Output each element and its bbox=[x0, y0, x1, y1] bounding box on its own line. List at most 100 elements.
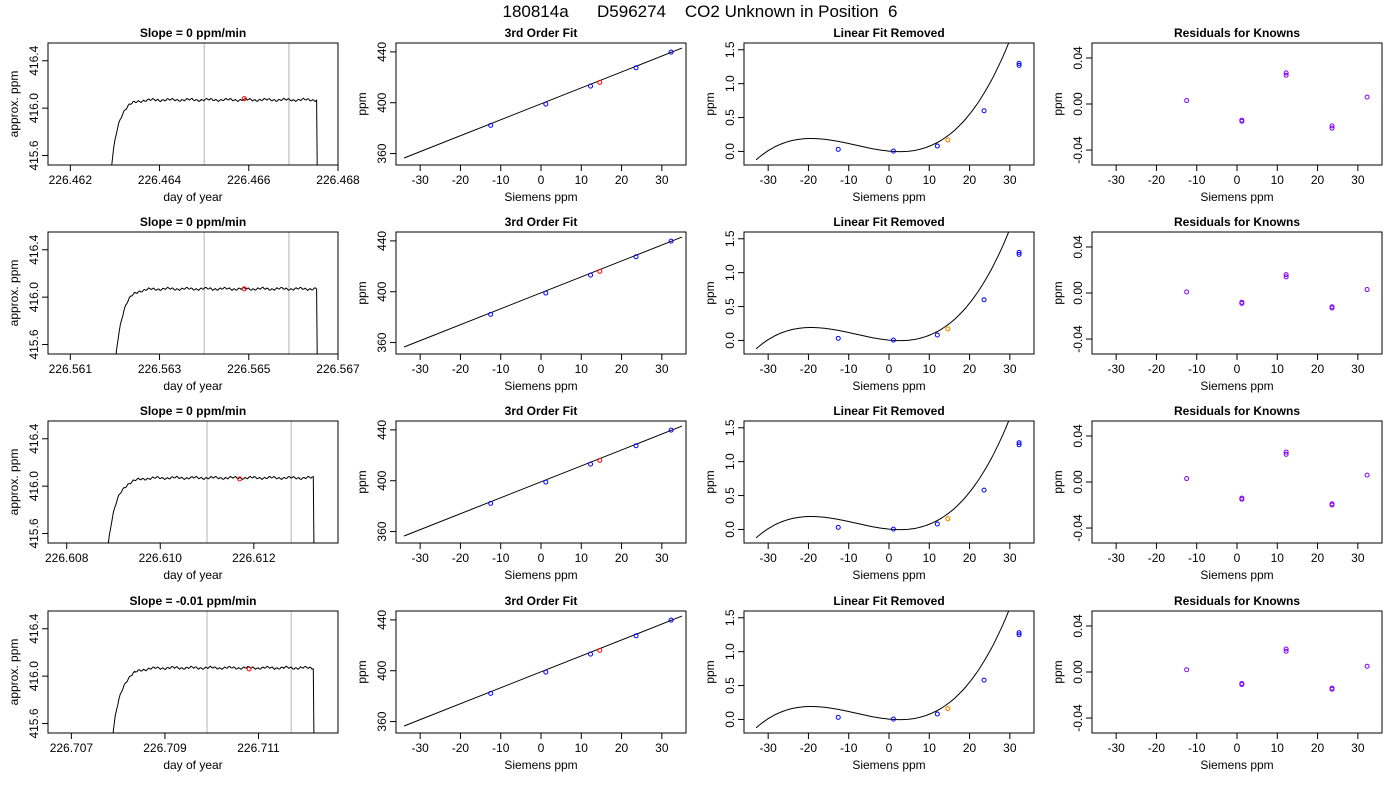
plot-frame bbox=[1091, 610, 1383, 734]
x-tick-label: 226.561 bbox=[49, 362, 93, 376]
mean-point bbox=[241, 286, 247, 292]
known-point bbox=[588, 651, 594, 657]
x-tick-label: 0 bbox=[538, 173, 545, 187]
y-axis-label: approx. ppm bbox=[7, 71, 21, 138]
x-tick-label: -30 bbox=[411, 551, 429, 565]
y-tick-label: 0.0 bbox=[723, 332, 737, 349]
unknown-point bbox=[597, 79, 603, 85]
y-tick-label: 400 bbox=[375, 92, 389, 112]
x-tick-label: -20 bbox=[452, 551, 470, 565]
y-tick-label: 400 bbox=[375, 281, 389, 301]
y-tick-label: 416.0 bbox=[27, 661, 41, 691]
x-tick-label: -20 bbox=[452, 362, 470, 376]
y-tick-label: 360 bbox=[375, 332, 389, 352]
residual-point bbox=[1329, 305, 1335, 311]
y-axis-label: ppm bbox=[703, 470, 717, 493]
unknown-point bbox=[945, 515, 951, 522]
mean-point bbox=[241, 96, 247, 102]
known-point bbox=[543, 101, 549, 107]
panel-linear-removed-3: Linear Fit Removed -30 -20 -10 0 10 20 30 0.0 0.5… bbox=[703, 404, 1035, 582]
x-axis-label: Siemens ppm bbox=[1200, 379, 1273, 393]
x-tick-label: 10 bbox=[575, 173, 589, 187]
panel-title: Residuals for Knowns bbox=[1174, 26, 1300, 40]
residual-point bbox=[1239, 682, 1245, 688]
known-point bbox=[890, 526, 896, 532]
y-tick-label: 415.6 bbox=[27, 708, 41, 738]
x-tick-label: 0 bbox=[1234, 362, 1241, 376]
plot-frame bbox=[743, 42, 1035, 166]
x-axis-label: Siemens ppm bbox=[504, 379, 577, 393]
y-tick-label: 0.04 bbox=[1071, 46, 1085, 70]
x-tick-label: 30 bbox=[1003, 173, 1017, 187]
known-point bbox=[890, 148, 896, 154]
x-axis-label: Siemens ppm bbox=[852, 379, 925, 393]
x-tick-label: -20 bbox=[800, 173, 818, 187]
y-axis-label: approx. ppm bbox=[7, 449, 21, 516]
panel-title: Slope = 0 ppm/min bbox=[140, 404, 246, 418]
x-tick-label: -20 bbox=[1148, 173, 1166, 187]
x-tick-label: 226.462 bbox=[49, 173, 93, 187]
mean-point bbox=[237, 476, 243, 482]
known-point bbox=[981, 108, 987, 114]
known-point bbox=[835, 714, 841, 720]
known-point bbox=[633, 443, 639, 449]
plot-area bbox=[403, 425, 683, 537]
known-point bbox=[668, 427, 674, 433]
x-tick-label: 0 bbox=[538, 551, 545, 565]
x-tick-label: -10 bbox=[1188, 362, 1206, 376]
y-tick-label: 1.5 bbox=[723, 609, 737, 626]
x-tick-label: -30 bbox=[759, 741, 777, 755]
y-tick-label: 0.0 bbox=[723, 711, 737, 728]
panel-time-series-3: Slope = 0 ppm/min 226.608 226.610 226.612 41… bbox=[7, 404, 339, 582]
y-axis-label: ppm bbox=[355, 660, 369, 683]
panel-title: Linear Fit Removed bbox=[833, 594, 944, 608]
x-tick-label: -10 bbox=[492, 362, 510, 376]
y-axis-label: ppm bbox=[1051, 470, 1065, 493]
x-tick-label: 30 bbox=[1351, 551, 1365, 565]
known-point bbox=[1016, 630, 1022, 636]
fit-line bbox=[403, 615, 683, 727]
x-tick-label: 0 bbox=[538, 362, 545, 376]
known-point bbox=[1016, 249, 1022, 255]
x-tick-label: -20 bbox=[1148, 741, 1166, 755]
x-tick-label: -10 bbox=[1188, 551, 1206, 565]
known-point bbox=[1016, 440, 1022, 446]
y-tick-label: 415.6 bbox=[27, 518, 41, 548]
x-axis-label: Siemens ppm bbox=[852, 758, 925, 772]
fit-line bbox=[403, 47, 683, 159]
y-tick-label: 360 bbox=[375, 143, 389, 163]
y-tick-label: 1.0 bbox=[723, 264, 737, 281]
residual-point bbox=[1283, 646, 1289, 652]
x-tick-label: 20 bbox=[615, 173, 629, 187]
residual-point bbox=[1364, 472, 1370, 478]
x-tick-label: 20 bbox=[615, 362, 629, 376]
panel-residuals-1: Residuals for Knowns -30 -20 -10 0 10 20 30 -0.0… bbox=[1051, 26, 1383, 204]
plot-area bbox=[1184, 646, 1370, 692]
y-tick-label: 0.0 bbox=[723, 143, 737, 160]
x-tick-label: -20 bbox=[1148, 551, 1166, 565]
panel-residuals-4: Residuals for Knowns -30 -20 -10 0 10 20 30 -0.0… bbox=[1051, 594, 1383, 772]
residual-point bbox=[1184, 667, 1190, 673]
x-axis-label: day of year bbox=[163, 758, 222, 772]
x-tick-label: 20 bbox=[1311, 551, 1325, 565]
y-axis-label: approx. ppm bbox=[7, 260, 21, 327]
cubic-curve bbox=[755, 611, 1010, 729]
unknown-point bbox=[597, 268, 603, 274]
x-tick-label: -10 bbox=[840, 741, 858, 755]
y-tick-label: 360 bbox=[375, 521, 389, 541]
x-tick-label: 20 bbox=[615, 551, 629, 565]
known-point bbox=[488, 500, 494, 506]
known-point bbox=[981, 487, 987, 493]
y-tick-label: 0.5 bbox=[723, 109, 737, 126]
x-tick-label: -10 bbox=[492, 551, 510, 565]
known-point bbox=[488, 690, 494, 696]
panel-title: Residuals for Knowns bbox=[1174, 215, 1300, 229]
x-axis-label: Siemens ppm bbox=[852, 568, 925, 582]
plot-area bbox=[755, 43, 1022, 161]
x-tick-label: 10 bbox=[1271, 173, 1285, 187]
x-tick-label: -30 bbox=[1107, 551, 1125, 565]
y-tick-label: 440 bbox=[375, 420, 389, 440]
x-tick-label: 20 bbox=[963, 362, 977, 376]
x-tick-label: 226.563 bbox=[138, 362, 182, 376]
